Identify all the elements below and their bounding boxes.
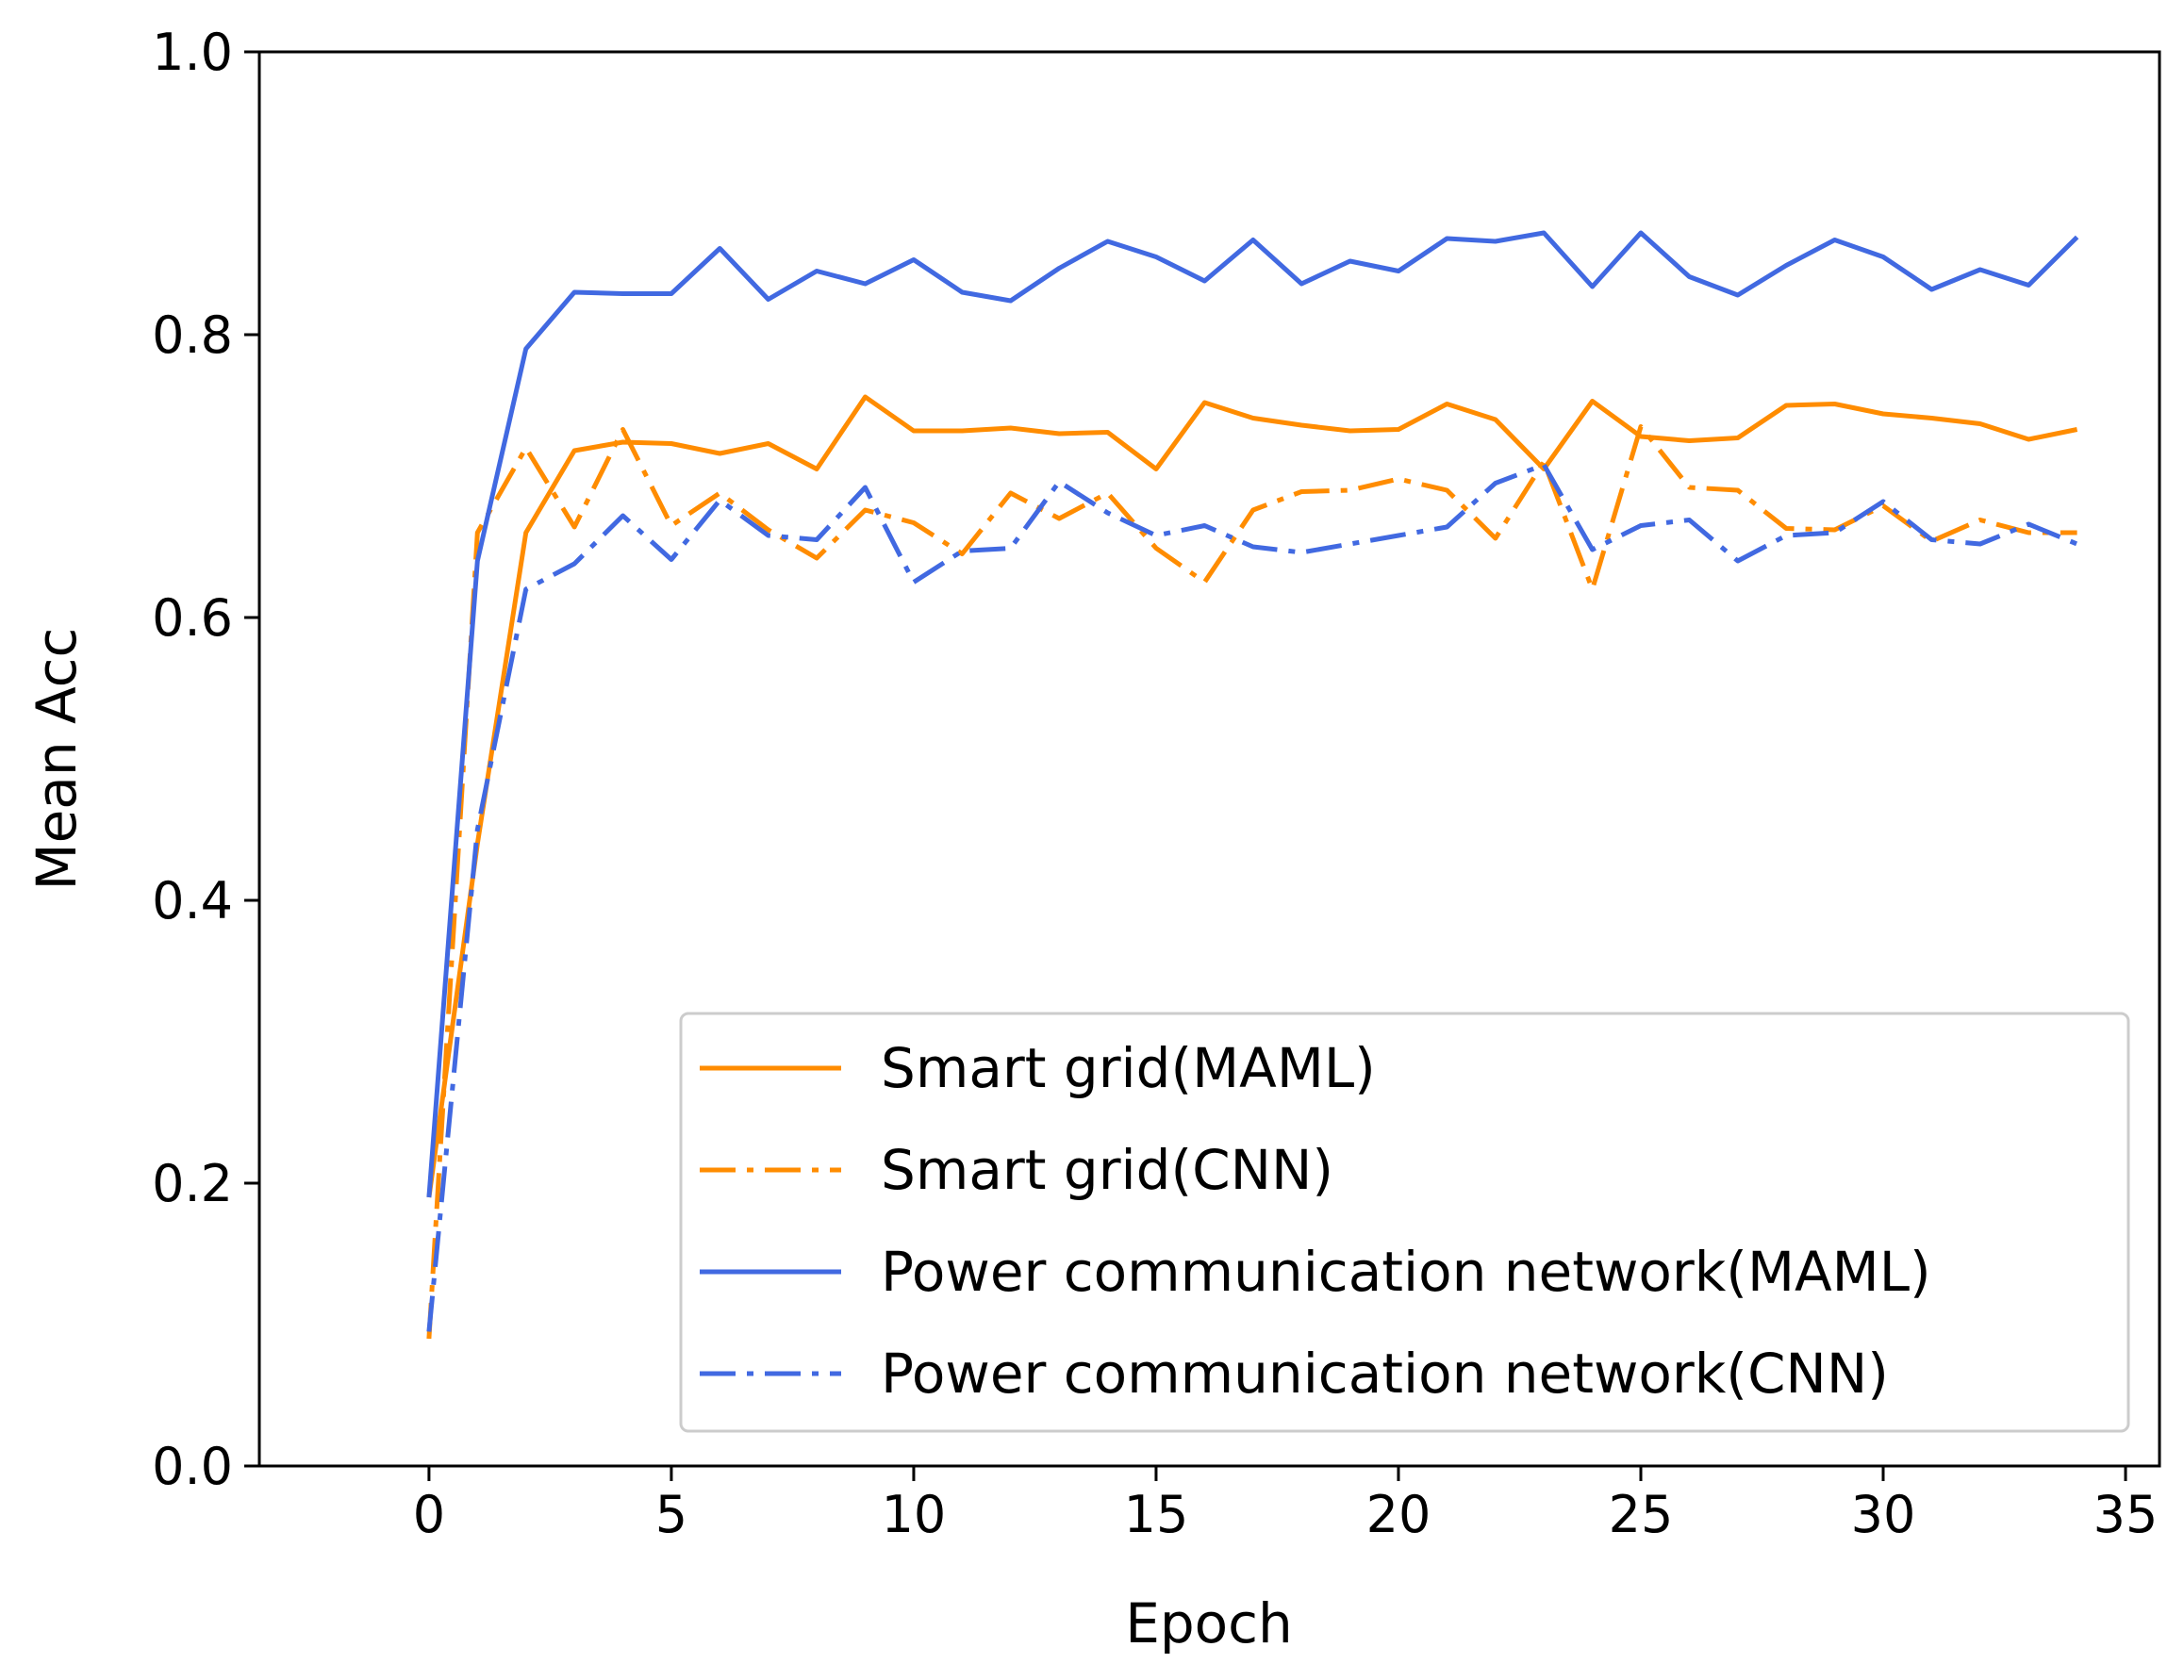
x-tick-label: 20 [1366, 1485, 1431, 1544]
y-tick-label: 0.4 [152, 871, 233, 931]
x-tick-label: 10 [882, 1485, 947, 1544]
x-tick-label: 25 [1609, 1485, 1674, 1544]
series-line-1 [426, 394, 2078, 1198]
series-lines [426, 230, 2079, 1340]
y-axis: 0.0 0.2 0.4 0.6 0.8 1.0 [152, 23, 259, 1496]
y-tick-label: 0.8 [152, 305, 233, 365]
y-tick-label: 0.0 [152, 1437, 233, 1496]
y-tick-label: 0.6 [152, 588, 233, 648]
legend-label-3: Power communication network(MAML) [881, 1240, 1931, 1304]
series-line-3 [426, 230, 2079, 1198]
x-tick-label: 15 [1124, 1485, 1189, 1544]
x-tick-label: 35 [2093, 1485, 2159, 1544]
y-axis-label: Mean Acc [25, 628, 89, 891]
series-line-4 [426, 462, 2078, 1332]
x-tick-label: 0 [413, 1485, 445, 1544]
y-tick-label: 1.0 [152, 23, 233, 82]
legend-box [679, 1012, 2130, 1433]
legend-label-4: Power communication network(CNN) [881, 1342, 1889, 1406]
x-axis-label: Epoch [1125, 1591, 1293, 1655]
legend-label-2: Smart grid(CNN) [881, 1138, 1333, 1202]
x-tick-label: 5 [655, 1485, 687, 1544]
x-tick-label: 30 [1851, 1485, 1916, 1544]
legend: Smart grid(MAML) Smart grid(CNN) Power com… [679, 1012, 2130, 1433]
series-line-2 [426, 424, 2077, 1340]
plot-frame [257, 50, 2161, 1468]
x-axis: 0 5 10 15 20 25 30 35 [413, 1466, 2159, 1544]
legend-label-1: Smart grid(MAML) [881, 1036, 1376, 1100]
y-tick-label: 0.2 [152, 1154, 233, 1213]
